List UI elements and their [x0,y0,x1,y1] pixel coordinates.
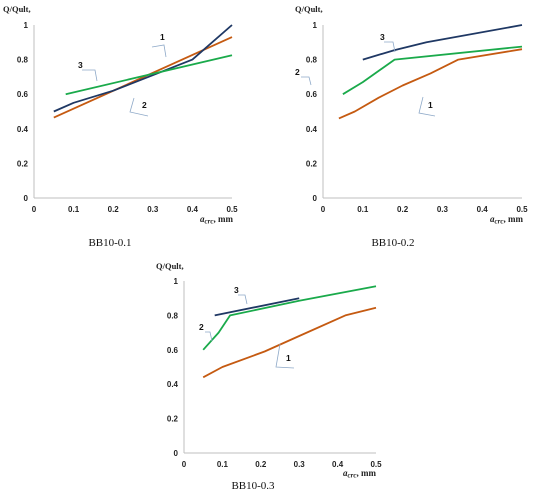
y-tick-label: 1 [313,21,318,30]
series-line-3 [362,24,523,61]
series-label-1: 1 [160,32,165,42]
chart-caption: BB10-0.3 [231,480,275,492]
y-tick-label: 0.8 [306,56,318,65]
series-leader-1 [275,343,295,369]
x-label-unit: , mm [214,214,234,224]
y-axis-label: Q/Qult, [156,261,184,271]
y-axis-label: Q/Qult, [295,4,323,14]
series-label-2: 2 [199,322,204,332]
y-tick-label: 0.2 [306,159,318,168]
y-tick-label: 0.6 [167,346,179,355]
x-tick-label: 0.3 [437,205,449,214]
y-axis-label: Q/Qult, [3,4,31,14]
x-tick-label: 0.1 [68,205,80,214]
series-leader-3 [238,294,248,305]
x-tick-label: 0.3 [294,460,306,469]
y-tick-label: 0.8 [167,311,179,320]
x-label-sub: crc [205,218,214,226]
x-tick-label: 0.5 [226,205,238,214]
series-label-2: 2 [142,100,147,110]
x-tick-label: 0 [182,460,187,469]
series-line-3 [214,297,300,317]
chart-caption: BB10-0.1 [88,237,131,249]
x-tick-label: 0.1 [357,205,369,214]
x-tick-label: 0.2 [108,205,120,214]
chart-panel-1: 0 0.2 0.4 0.6 0.8 1 0 0.1 0.2 0.3 0.4 0.5 1 2 3 Q/Qul… [3,4,238,249]
x-label-sub: crc [348,472,357,480]
x-tick-label: 0.4 [332,460,344,469]
y-tick-label: 0.6 [306,90,318,99]
x-tick-label: 0.2 [397,205,409,214]
y-tick-label: 1 [174,277,179,286]
series-label-2: 2 [295,67,300,77]
x-label-main: a [490,214,495,224]
series-leader-1 [418,96,436,117]
x-axis-label: acrc, mm [490,214,523,226]
x-label-unit: , mm [357,468,377,478]
series-line-2 [202,285,377,351]
series-line-1 [202,306,377,379]
y-tick-label: 0.6 [17,90,29,99]
x-tick-label: 0.5 [516,205,528,214]
series-line-3 [65,54,233,96]
y-tick-label: 1 [24,21,29,30]
x-tick-label: 0.4 [477,205,489,214]
series-leader-3 [82,69,98,82]
x-tick-label: 0.3 [147,205,159,214]
x-tick-label: 0.2 [255,460,267,469]
series-leader-2 [129,97,149,117]
x-tick-label: 0.5 [370,460,382,469]
y-tick-label: 0 [174,449,179,458]
series-label-3: 3 [380,32,385,42]
series-leader-2 [301,76,312,86]
chart-caption: BB10-0.2 [371,237,414,249]
series-label-1: 1 [428,100,433,110]
series-label-1: 1 [286,353,291,363]
x-label-unit: , mm [504,214,524,224]
y-tick-label: 0.4 [167,380,179,389]
chart-panel-3: 0 0.2 0.4 0.6 0.8 1 0 0.1 0.2 0.3 0.4 0.5 1 2 3 Q/Qul… [156,261,382,492]
chart-panel-2: 0 0.2 0.4 0.6 0.8 1 0 0.1 0.2 0.3 0.4 0.5 1 2 3 Q/Qul… [295,4,528,249]
series-line-2 [53,24,233,113]
y-tick-label: 0.2 [167,415,179,424]
x-axis-label: acrc, mm [343,468,376,480]
y-tick-label: 0 [24,194,29,203]
series-label-3: 3 [78,60,83,70]
y-tick-label: 0.2 [17,159,29,168]
x-tick-label: 0 [321,205,326,214]
x-axis-label: acrc, mm [200,214,233,226]
x-tick-label: 0.1 [217,460,229,469]
x-label-main: a [343,468,348,478]
x-label-main: a [200,214,205,224]
series-label-3: 3 [234,285,239,295]
y-tick-label: 0.8 [17,56,29,65]
series-leader-3 [384,41,396,53]
y-tick-label: 0 [313,194,318,203]
series-leader-2 [205,331,213,342]
x-label-sub: crc [495,218,504,226]
series-line-1 [338,48,523,120]
y-tick-label: 0.4 [306,125,318,134]
series-line-2 [342,45,523,95]
series-leader-1 [151,44,167,58]
y-tick-label: 0.4 [17,125,29,134]
x-tick-label: 0.4 [187,205,199,214]
x-tick-label: 0 [32,205,37,214]
